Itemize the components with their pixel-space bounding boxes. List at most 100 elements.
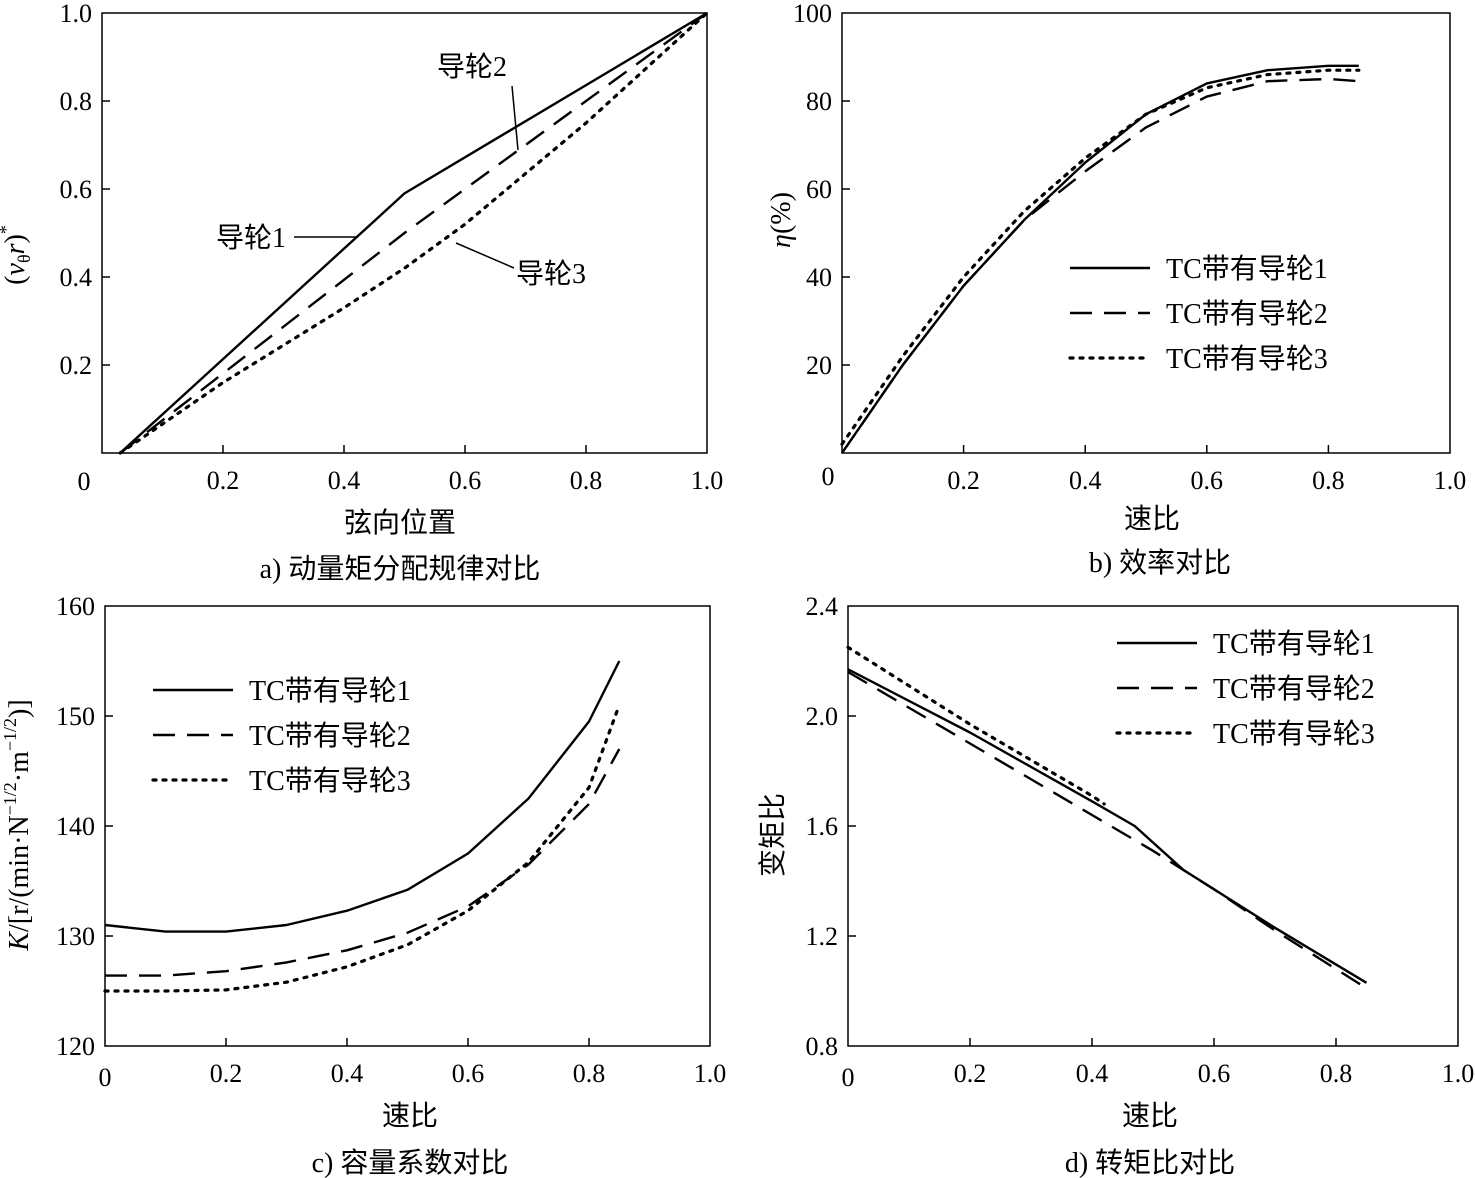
panel-d-torque-ratio: 0.2 0.4 0.6 0.8 1.00.81.21.62.02.4 TC带有导轮1TC…: [757, 592, 1474, 1178]
legend-label-1: TC带有导轮1: [249, 675, 411, 707]
x-tick-label: 0.2: [210, 1059, 243, 1088]
x-tick-label: 0.6: [452, 1059, 485, 1088]
legend-label-1: TC带有导轮1: [1166, 253, 1328, 285]
y-tick-label: 2.0: [806, 702, 839, 731]
y-tick-label: 20: [806, 351, 832, 380]
x-tick-label: 0.8: [1312, 466, 1345, 495]
y-tick-label: 130: [56, 922, 95, 951]
y-tick-label: 0.6: [60, 175, 93, 204]
y-tick-label: 60: [806, 175, 832, 204]
legend: TC带有导轮1 TC带有导轮2 TC带有导轮3: [1115, 628, 1375, 750]
x-axis-label: 弦向位置: [344, 507, 456, 539]
legend-label-1: TC带有导轮1: [1213, 628, 1375, 660]
y-tick-label: 150: [56, 702, 95, 731]
annotation-leader-2: [511, 85, 519, 151]
ticks: 0.2 0.4 0.6 0.8 1.0 0.2 0.4 0.6 0.8 1.0: [60, 0, 724, 495]
legend-label-2: TC带有导轮2: [1213, 673, 1375, 705]
x-tick-label: 0.2: [954, 1059, 987, 1088]
legend: TC带有导轮1 TC带有导轮2 TC带有导轮3: [1068, 253, 1328, 375]
x-tick-label: 1.0: [1442, 1059, 1475, 1088]
plot-frame: [104, 605, 711, 1047]
panel-caption: b) 效率对比: [1089, 547, 1231, 579]
legend-label-3: TC带有导轮3: [249, 765, 411, 797]
x-axis-label: 速比: [1124, 503, 1180, 535]
x-tick-label: 0.4: [328, 466, 361, 495]
y-tick-label: 1.0: [60, 0, 93, 28]
series-line-2: [847, 670, 1368, 990]
panel-caption: a) 动量矩分配规律对比: [260, 553, 541, 585]
x-tick-label: 0.8: [1320, 1059, 1353, 1088]
x-tick-label: 0.6: [1191, 466, 1224, 495]
x-origin-label: 0: [822, 462, 835, 491]
annotation-label-3: 导轮3: [516, 258, 586, 290]
y-tick-label: 0.8: [806, 1032, 839, 1061]
y-tick-label: 160: [56, 592, 95, 621]
panel-a-momentum-distribution: 0.2 0.4 0.6 0.8 1.0 0.2 0.4 0.6 0.8 1.0 导轮1 导轮2 导…: [0, 0, 723, 585]
x-tick-label: 0.8: [570, 466, 603, 495]
legend-label-2: TC带有导轮2: [1166, 298, 1328, 330]
ticks: 0.2 0.4 0.6 0.8 1.0 120 130 140 150 160: [56, 592, 726, 1088]
y-tick-label: 80: [806, 87, 832, 116]
plot-frame: [841, 12, 1451, 454]
series-lines: [103, 660, 621, 993]
ticks: 0.2 0.4 0.6 0.8 1.0 0.8 1.2 1.6 2.0 2.4: [806, 592, 1475, 1088]
series-line-3: [118, 11, 709, 455]
x-tick-label: 0.2: [207, 466, 240, 495]
y-tick-label: 100: [793, 0, 832, 28]
x-axis-label: 速比: [382, 1100, 438, 1132]
y-tick-label: 120: [56, 1032, 95, 1061]
plot-frame: [847, 605, 1459, 1047]
legend-label-3: TC带有导轮3: [1213, 718, 1375, 750]
panel-caption: d) 转矩比对比: [1065, 1147, 1235, 1178]
x-tick-label: 0.2: [947, 466, 980, 495]
x-origin-label: 0: [78, 467, 91, 496]
x-tick-label: 0.8: [573, 1059, 606, 1088]
series-line-1: [847, 668, 1368, 984]
x-tick-label: 0.6: [449, 466, 482, 495]
y-tick-label: 40: [806, 263, 832, 292]
annotation-leader-3: [455, 242, 515, 269]
annotation-label-1: 导轮1: [216, 222, 286, 254]
x-tick-label: 0.4: [331, 1059, 364, 1088]
x-tick-label: 0.4: [1076, 1059, 1109, 1088]
y-tick-label: 1.6: [806, 812, 839, 841]
series-line-2: [841, 77, 1359, 454]
x-tick-label: 0.6: [1198, 1059, 1231, 1088]
x-axis-label: 速比: [1122, 1100, 1178, 1132]
legend-label-2: TC带有导轮2: [249, 720, 411, 752]
x-tick-label: 0.4: [1069, 466, 1102, 495]
series-lines: [846, 645, 1368, 990]
legend-label-3: TC带有导轮3: [1166, 343, 1328, 375]
y-axis-label: (vθr)*: [0, 225, 34, 285]
y-tick-label: 2.4: [806, 592, 839, 621]
y-axis-label: K/[r/(min·N−1/2·m−1/2)]: [0, 699, 35, 951]
plot-frame: [101, 12, 708, 454]
y-axis-label: η(%): [766, 192, 797, 248]
x-tick-label: 1.0: [691, 466, 724, 495]
series-lines: [840, 64, 1361, 454]
x-origin-label: 0: [842, 1063, 855, 1092]
series-line-1: [119, 11, 708, 454]
series-line-3: [103, 703, 621, 993]
x-tick-label: 1.0: [694, 1059, 727, 1088]
y-axis-label: 变矩比: [757, 793, 789, 877]
series-line-2: [119, 12, 708, 454]
annotation-label-2: 导轮2: [437, 51, 507, 83]
series-lines: [118, 11, 709, 455]
panel-caption: c) 容量系数对比: [312, 1147, 509, 1178]
legend: TC带有导轮1 TC带有导轮2 TC带有导轮3: [151, 675, 411, 797]
y-tick-label: 140: [56, 812, 95, 841]
y-tick-label: 0.2: [60, 351, 93, 380]
x-origin-label: 0: [99, 1063, 112, 1092]
y-tick-label: 0.8: [60, 87, 93, 116]
series-line-1: [104, 660, 621, 933]
series-line-2: [105, 748, 621, 977]
ticks: 0.2 0.4 0.6 0.8 1.0 20 40 60 80 100: [793, 0, 1466, 495]
x-tick-label: 1.0: [1434, 466, 1467, 495]
y-tick-label: 0.4: [60, 263, 93, 292]
series-line-3: [840, 68, 1361, 446]
series-line-3: [846, 645, 1106, 806]
